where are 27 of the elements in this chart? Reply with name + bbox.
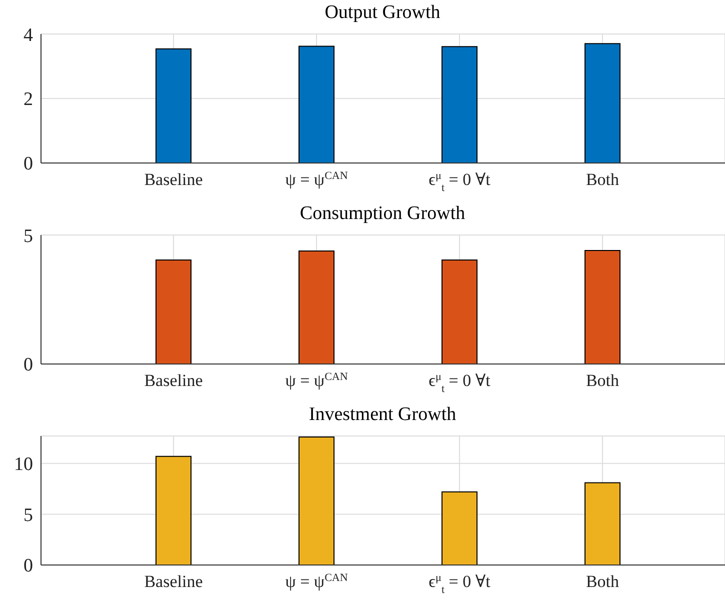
y-tick-label: 5 [24, 504, 33, 526]
x-tick-label: Both [586, 572, 620, 591]
x-tick-label: Baseline [144, 170, 203, 189]
x-tick-label: ϵ$^{μ}$$_{t}$ = 0 ∀t [428, 371, 491, 395]
bar [156, 456, 192, 565]
x-tick-label: ϵ$^{μ}$$_{t}$ = 0 ∀t [428, 572, 491, 596]
x-tick-label: Both [586, 170, 620, 189]
x-tick-label: Baseline [144, 371, 203, 390]
y-tick-label: 2 [24, 89, 33, 110]
y-tick-label: 0 [24, 354, 33, 376]
x-tick-label: ϵ$^{μ}$$_{t}$ = 0 ∀t [428, 170, 491, 194]
bar [298, 436, 334, 565]
y-tick-label: 10 [14, 454, 33, 476]
bar [442, 491, 478, 565]
chart-title: Consumption Growth [298, 202, 466, 226]
x-tick-label: ψ = ψ$^{CAN}$ [285, 170, 348, 189]
x-tick-label: ψ = ψ$^{CAN}$ [285, 572, 348, 591]
x-tick-label: Both [586, 371, 620, 390]
x-tick-label: Baseline [144, 572, 203, 591]
y-tick-label: 0 [24, 154, 33, 175]
chart-title: Investment Growth [308, 403, 458, 427]
y-tick-label: 4 [24, 24, 34, 46]
chart-title: Output Growth [324, 1, 442, 25]
x-tick-label: ψ = ψ$^{CAN}$ [285, 371, 348, 390]
bar [584, 482, 620, 565]
y-tick-label: 5 [24, 226, 33, 247]
y-tick-label: 0 [24, 556, 33, 577]
